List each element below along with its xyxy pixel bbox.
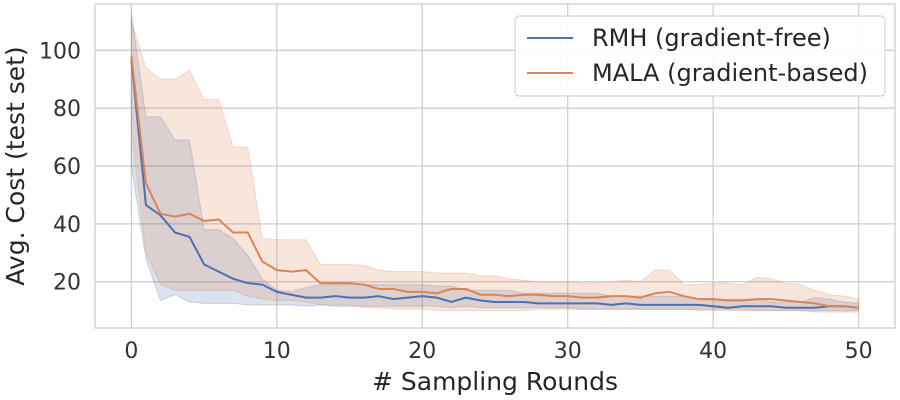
series-line-1	[130, 55, 859, 309]
series-line-0	[130, 58, 859, 309]
confidence-bands	[130, 12, 860, 313]
tick-labels: 0 10 20 30 40 50 20 40 60 80 100	[39, 39, 873, 364]
plot-frame	[94, 3, 896, 329]
y-tick-label: 100	[39, 39, 81, 64]
y-tick-label: 40	[53, 213, 81, 238]
x-axis-label: # Sampling Rounds	[372, 367, 618, 396]
legend-label-mala: MALA (gradient-based)	[592, 59, 868, 87]
y-tick-label: 80	[53, 97, 81, 122]
x-tick-label: 50	[845, 339, 873, 364]
x-tick-label: 0	[124, 339, 138, 364]
legend: RMH (gradient-free) MALA (gradient-based…	[514, 15, 886, 97]
y-axis-label: Avg. Cost (test set)	[1, 46, 30, 285]
y-tick-label: 20	[53, 271, 81, 296]
confidence-band-0	[130, 12, 860, 312]
legend-label-rmh: RMH (gradient-free)	[592, 24, 831, 52]
series-lines	[130, 55, 859, 309]
x-tick-label: 30	[554, 339, 582, 364]
y-tick-label: 60	[53, 155, 81, 180]
x-tick-label: 20	[408, 339, 436, 364]
legend-box	[514, 15, 886, 97]
x-tick-label: 40	[699, 339, 727, 364]
x-tick-label: 10	[263, 339, 291, 364]
confidence-band-1	[130, 21, 860, 313]
